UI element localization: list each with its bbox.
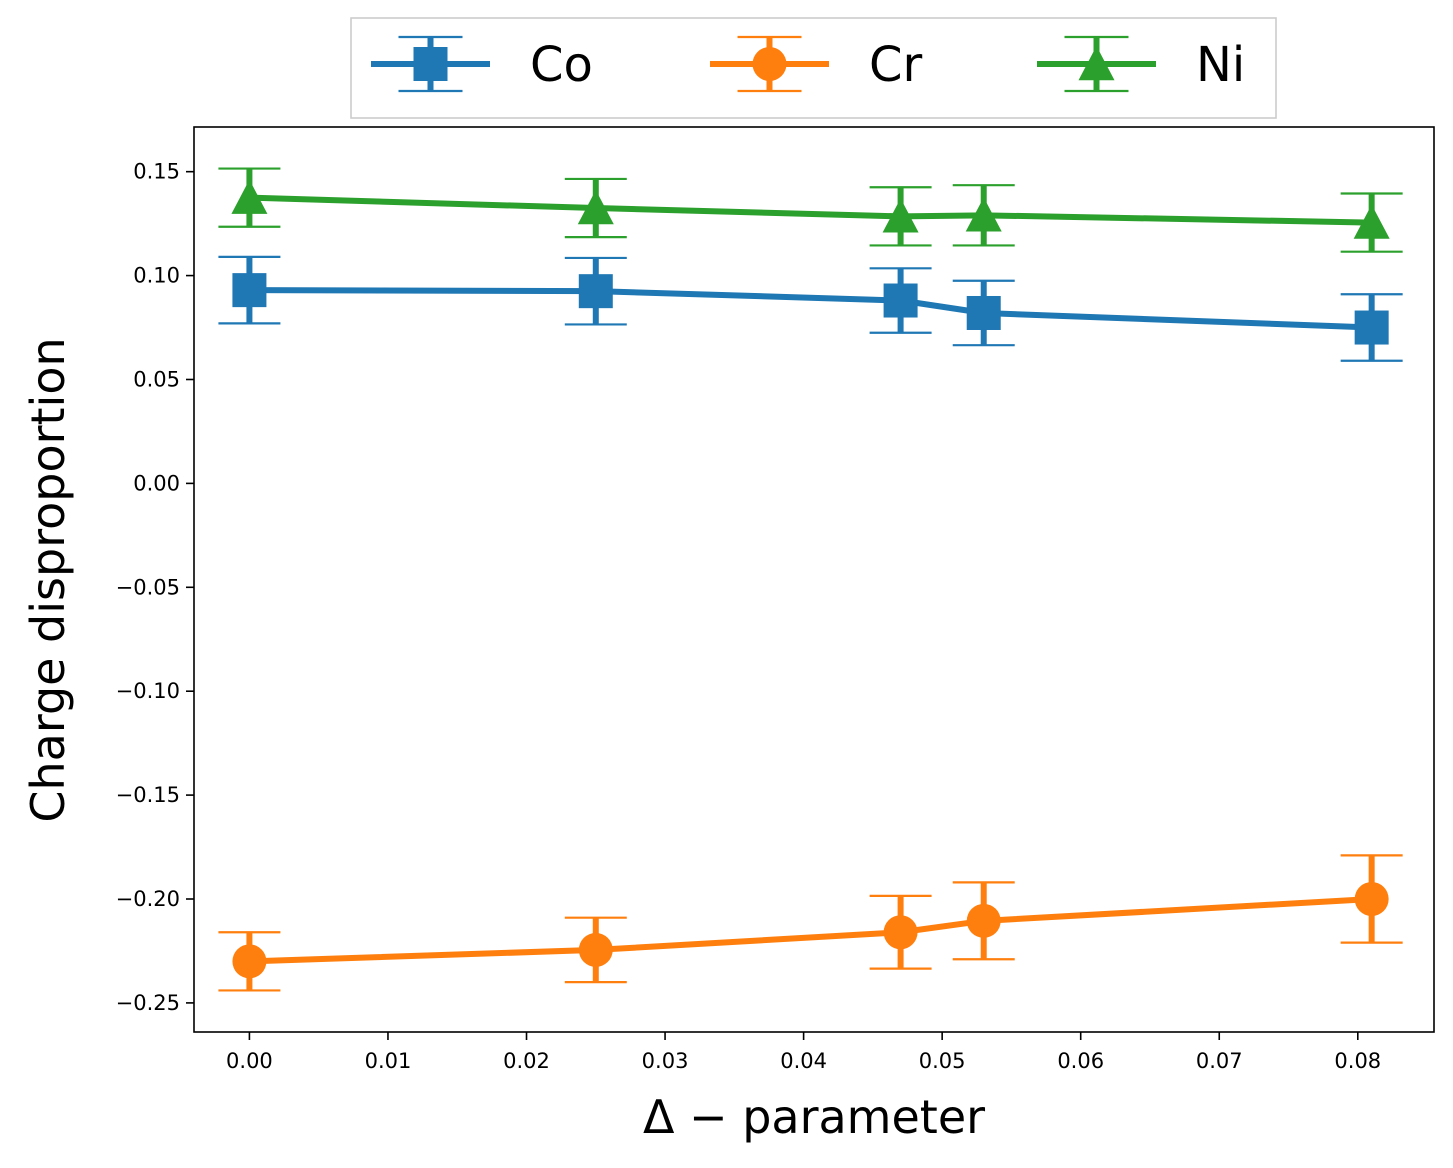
- legend-item-co: Co: [371, 35, 593, 93]
- legend-label: Co: [530, 37, 593, 93]
- series-cr: [218, 854, 1403, 992]
- x-axis: 0.00 0.01 0.02 0.03 0.04 0.05 0.06 0.07 0.08: [226, 1032, 1381, 1073]
- legend-marker: [752, 47, 787, 81]
- data-point: [966, 903, 1001, 938]
- data-point: [232, 944, 267, 979]
- x-tick-label: 0.07: [1196, 1049, 1243, 1073]
- x-tick-label: 0.03: [642, 1049, 689, 1073]
- y-tick-label: −0.05: [116, 575, 180, 599]
- x-tick-label: 0.02: [503, 1049, 550, 1073]
- y-tick-label: −0.20: [116, 887, 180, 911]
- plot-area: [193, 126, 1435, 1033]
- y-axis: 0.15 0.10 0.05 0.00 −0.05 −0.10 −0.15 −0.20 −0.2…: [116, 160, 194, 1015]
- legend-label: Ni: [1196, 37, 1245, 93]
- y-tick-label: 0.05: [133, 367, 180, 391]
- legend-label: Cr: [869, 37, 923, 93]
- data-point: [1354, 882, 1389, 917]
- data-point: [578, 932, 613, 967]
- x-tick-label: 0.00: [226, 1049, 273, 1073]
- y-tick-label: −0.10: [116, 679, 180, 703]
- data-point: [882, 198, 919, 233]
- x-tick-label: 0.05: [919, 1049, 966, 1073]
- x-tick-label: 0.06: [1057, 1049, 1104, 1073]
- data-point: [883, 915, 918, 950]
- legend-marker: [413, 47, 448, 81]
- y-tick-label: −0.15: [116, 783, 180, 807]
- x-tick-label: 0.01: [365, 1049, 412, 1073]
- x-tick-label: 0.04: [780, 1049, 827, 1073]
- legend-marker: [1078, 46, 1115, 81]
- legend-frame: [350, 17, 1277, 119]
- data-point: [232, 273, 267, 308]
- y-tick-label: 0.15: [133, 160, 180, 184]
- legend: Co Cr Ni: [350, 17, 1277, 119]
- x-axis-label: Δ − parameter: [643, 1090, 985, 1144]
- legend-item-ni: Ni: [1037, 35, 1245, 93]
- data-point: [1354, 310, 1389, 345]
- legend-item-cr: Cr: [710, 35, 923, 93]
- data-point: [1353, 204, 1390, 239]
- y-axis-label: Charge disproportion: [21, 337, 75, 822]
- y-tick-label: 0.10: [133, 264, 180, 288]
- data-point: [577, 190, 614, 225]
- data-point: [883, 283, 918, 318]
- data-point: [231, 179, 268, 214]
- data-point: [966, 295, 1001, 330]
- data-point: [578, 274, 613, 309]
- data-point: [965, 197, 1002, 232]
- y-tick-label: 0.00: [133, 471, 180, 495]
- series-co: [218, 255, 1403, 362]
- x-tick-label: 0.08: [1334, 1049, 1381, 1073]
- series-layer: [218, 167, 1403, 992]
- y-tick-label: −0.25: [116, 991, 180, 1015]
- series-ni: [218, 167, 1403, 253]
